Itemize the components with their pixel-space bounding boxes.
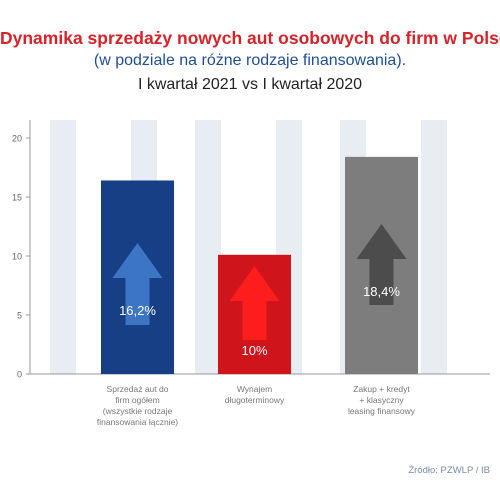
category-label-line: leasing finansowy [348, 406, 416, 416]
bar-arrow-1 [112, 243, 163, 325]
data-label-1: 16,2% [119, 303, 156, 318]
chart-title: Dynamika sprzedaży nowych aut osobowych … [0, 28, 500, 48]
category-label-line: (wszystkie rodzaje [103, 406, 173, 416]
category-label-line: długoterminowy [225, 395, 285, 405]
data-label-3: 18,4% [363, 284, 400, 299]
background-stripe-3 [195, 120, 221, 374]
data-label-2: 10% [241, 343, 267, 358]
source-note: Źródło: PZWLP / IB [408, 465, 490, 476]
y-tick-label: 10 [12, 252, 22, 262]
category-label-line: Wynajem [237, 384, 272, 394]
background-stripe-6 [421, 120, 447, 374]
chart-period: I kwartał 2021 vs I kwartał 2020 [137, 76, 363, 93]
category-label-line: firm ogółem [115, 395, 159, 405]
chart-subtitle: (w podziale na różne rodzaje finansowani… [93, 52, 407, 69]
category-label-line: finansowania łącznie) [97, 417, 178, 427]
category-label-line: Sprzedaż aut do [107, 384, 169, 394]
y-tick-label: 0 [17, 370, 22, 380]
y-tick-label: 15 [12, 193, 22, 203]
category-label-line: + klasyczny [359, 395, 404, 405]
y-tick-label: 20 [12, 134, 22, 144]
y-tick-label: 5 [17, 311, 22, 321]
bar-arrow-3 [356, 224, 407, 305]
category-label-line: Zakup + kredyt [353, 384, 410, 394]
background-stripe-1 [50, 120, 76, 374]
bar-arrow-2 [229, 266, 280, 340]
